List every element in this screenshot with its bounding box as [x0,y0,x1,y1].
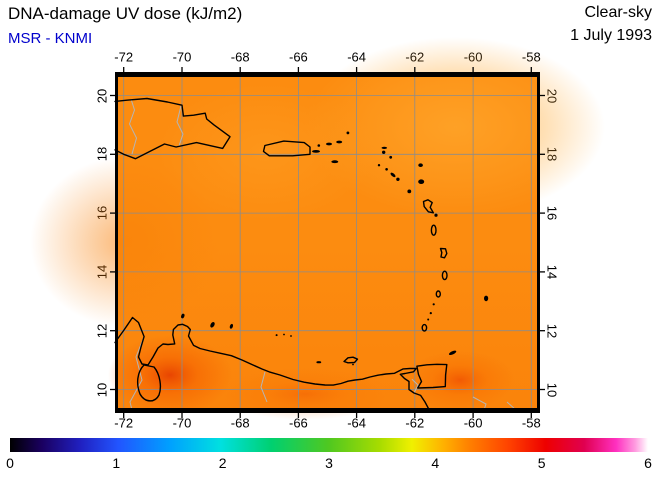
colorbar-tick-label: 4 [431,455,440,471]
x-tick-label-bottom: -62 [405,415,425,431]
coast-grenada [421,323,428,332]
map-panel [30,37,605,420]
coast-margarita [343,356,359,364]
coast-martinique [439,247,448,259]
coast-trinidad [416,363,448,389]
date-label: 1 July 1993 [570,27,652,44]
scenario-label: Clear-sky [584,4,652,21]
coast-st-vincent [435,290,441,298]
x-tick-label-top: -72 [114,49,134,65]
y-tick-label-right: 16 [544,205,560,221]
y-tick-label-left: 12 [94,323,110,338]
y-tick-label-right: 12 [544,323,560,338]
y-tick-label-left: 20 [94,88,110,103]
colorbar-tick-label: 0 [6,455,14,471]
colorbar-tick-label: 6 [644,455,652,471]
y-tick-label-left: 10 [94,382,110,397]
uv-dose-map [30,37,605,420]
x-tick-label-bottom: -70 [172,415,192,431]
frame-tick-marks [110,67,545,418]
coastlines [114,97,448,411]
colorbar-tick-label: 5 [537,455,546,471]
colorbar-gradient [10,438,648,452]
small-islands [181,131,489,366]
coast-st-lucia [441,270,448,281]
coast-lake-maracaibo [136,364,162,402]
colorbar-tick-label: 3 [325,455,333,471]
coast-puerto-rico [262,140,311,157]
deep-patch-west [30,157,220,327]
x-tick-label-top: -68 [230,49,250,65]
colorbar-tick-label: 2 [218,455,227,471]
data-source-label: MSR - KNMI [8,30,93,47]
coast-guadeloupe [422,199,435,214]
x-tick-label-bottom: -60 [463,415,483,431]
coast-venezuela [114,316,430,411]
uv-dose-field [30,37,605,420]
x-tick-label-bottom: -68 [230,415,250,431]
x-tick-label-top: -66 [288,49,308,65]
y-tick-label-right: 14 [544,264,560,280]
grid-lines [115,72,540,413]
y-tick-label-right: 10 [544,382,560,397]
x-tick-label-bottom: -64 [347,415,366,431]
map-frame [110,67,545,418]
page-title: DNA-damage UV dose (kJ/m2) [8,4,243,23]
coast-hispaniola [114,97,231,160]
hotspot-southwest [108,335,232,415]
x-tick-label-bottom: -72 [114,415,134,431]
colorbar-tick-label: 1 [112,455,121,471]
country-borders [128,98,517,411]
x-tick-label-bottom: -58 [521,415,541,431]
light-patch-northeast [305,37,605,217]
x-tick-label-top: -70 [172,49,192,65]
coast-dominica [430,224,437,236]
